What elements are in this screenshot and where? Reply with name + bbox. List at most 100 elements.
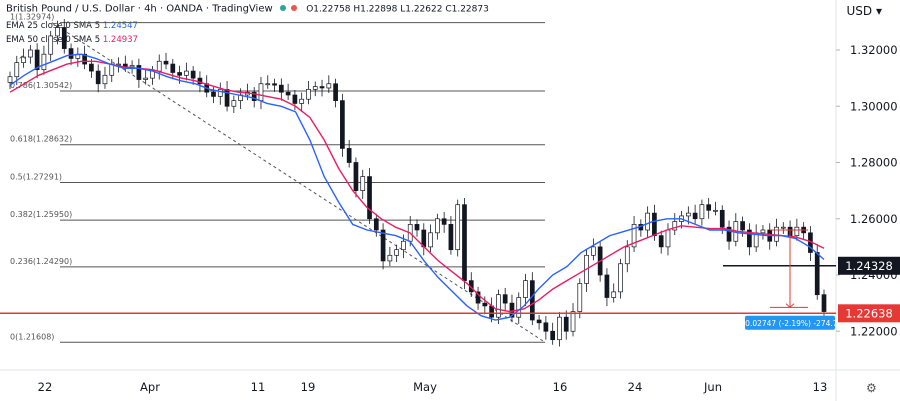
candle-body (774, 226, 779, 242)
candle-body (414, 224, 420, 231)
candle-body (68, 48, 74, 59)
candle-body (591, 246, 596, 256)
candle-body (143, 77, 149, 80)
ema25-value: 1.24547 (102, 21, 138, 31)
fib-level-label: 1(1.32974) (10, 13, 54, 22)
candle-body (41, 53, 47, 71)
ema25-label: EMA 25 close 0 SMA 5 (6, 21, 101, 31)
currency-selector[interactable]: USD ▾ (847, 4, 883, 18)
candle-body (306, 89, 311, 100)
candle-body (685, 212, 691, 217)
y-tick-label: 1.26000 (850, 212, 898, 226)
candle-body (217, 89, 223, 97)
candle-body (299, 98, 305, 104)
candle-body (821, 294, 827, 312)
candle-body (814, 252, 820, 296)
fib-level-label: 0.382(1.25950) (10, 210, 72, 219)
candle-body (387, 254, 393, 262)
candle-body (516, 297, 522, 318)
candle-body (496, 294, 501, 318)
measure-label-box (745, 315, 835, 330)
support-price-label: 1.24328 (845, 259, 893, 273)
candle-body (665, 229, 671, 248)
candle-body (346, 148, 352, 163)
y-tick-label: 1.28000 (850, 156, 898, 170)
candle-body (529, 280, 535, 321)
x-tick-label: 22 (38, 380, 53, 394)
candle-body (21, 56, 26, 64)
candle-body (794, 226, 800, 236)
measure-label: -0.02747 (-2.19%) -274.7 (742, 319, 837, 328)
candle-body (28, 49, 33, 58)
candle-body (14, 62, 20, 78)
candle-body (292, 94, 298, 104)
candle-body (462, 204, 467, 281)
x-tick-label: Apr (140, 380, 160, 394)
candle-body (428, 232, 433, 248)
y-tick-label: 1.32000 (850, 43, 898, 57)
collapse-caret-icon: ^ (18, 55, 26, 66)
candle-body (455, 204, 461, 251)
candle-body (116, 63, 121, 66)
candle-body (326, 83, 332, 89)
candle-body (184, 70, 189, 76)
gear-icon[interactable]: ⚙ (866, 381, 877, 395)
candle-body (95, 70, 101, 85)
candle-body (760, 229, 766, 234)
candle-body (699, 204, 705, 220)
ema25-legend[interactable]: EMA 25 close 0 SMA 5 1.24547 (6, 21, 138, 31)
x-tick-label: May (413, 380, 437, 394)
candle-body (435, 218, 440, 234)
fib-level-label: 0.618(1.28632) (10, 135, 72, 144)
ohlc-readout: O1.22758 H1.22898 L1.22622 C1.22873 (306, 4, 489, 15)
candle-body (136, 65, 142, 80)
candle-body (482, 302, 488, 307)
candle-body (89, 63, 94, 72)
fib-level-label: 0.236(1.24290) (10, 257, 72, 266)
ema50-legend[interactable]: EMA 50 close 0 SMA 5 1.24937 (6, 35, 138, 45)
candle-body (658, 235, 664, 248)
ema50-line (9, 60, 825, 313)
candle-body (231, 100, 237, 107)
candle-body (747, 229, 752, 248)
market-open-dot-icon (279, 5, 286, 11)
candle-body (7, 76, 13, 83)
candle-body (353, 162, 359, 191)
fib-level-label: 0.5(1.27291) (10, 172, 62, 181)
candle-body (448, 224, 454, 251)
candle-body (278, 84, 284, 93)
candle-body (543, 322, 549, 332)
candle-body (441, 218, 447, 225)
candle-body (102, 74, 108, 85)
candle-body (611, 291, 617, 298)
candle-body (258, 83, 264, 101)
candle-body (713, 209, 718, 212)
y-tick-label: 1.30000 (850, 99, 898, 113)
candle-body (570, 311, 576, 332)
x-tick-label: 13 (813, 380, 828, 394)
fib-trend-line (51, 22, 546, 343)
candle-body (631, 224, 637, 248)
candle-body (177, 72, 182, 76)
candle-body (394, 249, 399, 256)
candle-body (550, 330, 556, 341)
candle-body (34, 49, 40, 71)
candle-body (319, 86, 325, 89)
candle-body (265, 83, 271, 86)
candle-body (170, 63, 176, 73)
candle-body (780, 226, 786, 229)
candle-body (285, 91, 291, 96)
candle-body (618, 263, 623, 293)
candle-body (401, 240, 406, 251)
candle-body (340, 100, 345, 149)
candle-body (475, 291, 481, 304)
candle-body (61, 27, 67, 49)
ema50-value: 1.24937 (102, 35, 138, 45)
candle-body (577, 283, 583, 312)
candle-body (692, 212, 698, 220)
candle-body (360, 176, 366, 191)
candle-body (251, 91, 257, 101)
candle-body (48, 35, 54, 55)
ema25-line (9, 53, 825, 321)
